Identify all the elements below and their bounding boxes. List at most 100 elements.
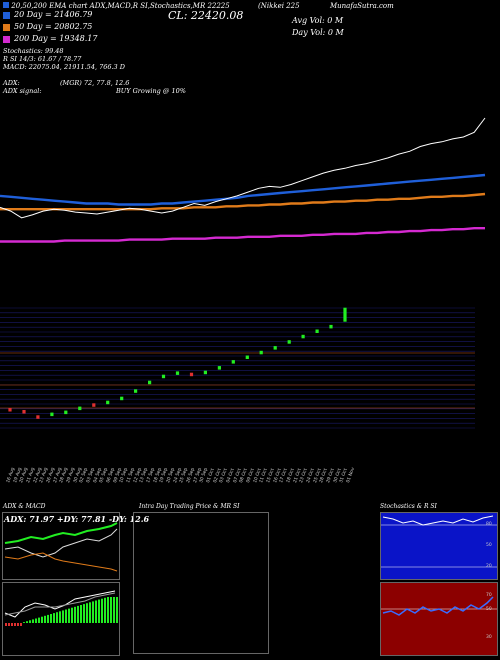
stoch-tick-50: 50: [486, 543, 492, 548]
price-candle: [315, 329, 319, 333]
avg-vol-label: Avg Vol: 0 M: [292, 16, 344, 25]
ticker-label: (Nikkei 225: [258, 2, 300, 10]
macd-bar: [62, 610, 64, 623]
price-candle: [245, 355, 249, 359]
stoch-tick-20: 20: [486, 564, 492, 569]
macd-bar: [59, 611, 61, 623]
header-title: EMA chart ADX,MACD,R SI,Stochastics,MR 2…: [49, 2, 230, 10]
macd-bar: [56, 612, 58, 623]
rsi-chart: [381, 596, 497, 616]
macd-line: [4, 590, 116, 618]
macd-bar: [83, 604, 85, 623]
price-candle: [148, 380, 152, 385]
stochastics-readout: Stochastics: 99.48: [3, 47, 64, 55]
macd-panel: [2, 582, 120, 656]
macd-histogram: [5, 597, 118, 626]
adx-label: ADX:: [3, 79, 20, 87]
price-candle: [217, 366, 221, 370]
macd-bar: [17, 623, 19, 626]
legend-label-20: 20 Day = 21406.79: [14, 10, 93, 19]
day-vol-label: Day Vol: 0 M: [292, 28, 344, 37]
header-line-1: 20,50,200 EMA chart ADX,MACD,R SI,Stocha…: [3, 2, 230, 10]
stoch-tick-80: 80: [486, 522, 492, 527]
price-candles: [8, 307, 347, 419]
adx-value: (MGR) 72, 77.8, 12.6: [60, 79, 130, 87]
ema-lines: [0, 117, 486, 243]
legend-swatch-20: [3, 12, 10, 19]
macd-bar: [41, 616, 43, 623]
price-grid: [0, 307, 475, 429]
price-candle: [189, 372, 194, 377]
macd-bar: [20, 623, 22, 626]
macd-bar: [101, 598, 103, 623]
price-candle: [64, 410, 68, 415]
intra-panel-title: Intra Day Trading Price & MR SI: [139, 503, 240, 510]
price-candle: [106, 400, 110, 405]
ema-chart: [0, 117, 486, 243]
price-candle: [301, 334, 305, 339]
ema-series-price: [0, 117, 486, 219]
macd-bar: [38, 617, 40, 623]
macd-bar: [77, 605, 79, 623]
macd-signal-line: [4, 592, 116, 616]
x-axis: 16 Aug 19 Aug 20 Aug 21 Aug 22 Aug 23 Aug 26 A…: [0, 440, 500, 500]
adx-panel-title: ADX & MACD: [3, 503, 46, 510]
adx-minus-di-line: [4, 552, 118, 572]
price-candle: [78, 406, 82, 411]
macd-bar: [113, 597, 115, 623]
legend-label-200: 200 Day = 19348.17: [14, 34, 98, 43]
header-prefix: 20,50,200: [11, 2, 47, 10]
adx-signal-value: BUY Growing @ 10%: [116, 87, 186, 95]
macd-bar: [98, 599, 100, 623]
price-candle: [273, 346, 277, 350]
adx-values-label: ADX: 71.97 +DY: 77.81 -DY: 12.6: [4, 514, 150, 524]
macd-bar: [50, 614, 52, 623]
rsi-tick-50: 50: [486, 607, 492, 612]
macd-bar: [95, 600, 97, 623]
macd-bar: [44, 615, 46, 623]
price-candle: [134, 389, 138, 393]
price-chart: [0, 307, 475, 429]
macd-bar: [110, 597, 112, 623]
price-candle: [50, 412, 54, 417]
ema20-swatch: [3, 2, 9, 8]
price-candle: [36, 415, 40, 419]
price-candle: [120, 396, 124, 401]
macd-bar: [104, 597, 106, 623]
adx-lines: [4, 522, 118, 572]
macd-bar: [116, 597, 118, 623]
macd-bar: [26, 621, 28, 623]
macd-bar: [35, 618, 37, 623]
price-candle: [175, 371, 180, 375]
price-candle: [231, 360, 235, 364]
legend-swatch-50: [3, 24, 10, 31]
macd-readout: MACD: 22075.04, 21911.54, 766.3 D: [3, 63, 125, 71]
macd-bar: [80, 605, 82, 623]
macd-bar: [71, 607, 73, 623]
macd-bar: [74, 606, 76, 623]
price-candle: [22, 410, 26, 414]
rsi-panel: 70 50 30: [380, 582, 498, 656]
macd-bar: [11, 623, 13, 626]
brand-label: MunafaSutra.com: [330, 2, 394, 10]
adx-line: [4, 528, 118, 558]
close-label: CL: 22420.08: [168, 9, 244, 22]
legend-swatch-200: [3, 36, 10, 43]
macd-bar: [47, 614, 49, 623]
adx-signal-label: ADX signal:: [3, 87, 42, 95]
stoch-chart: [381, 515, 497, 568]
rsi-readout: R SI 14/3: 61.67 / 78.77: [3, 55, 82, 63]
price-candle: [259, 350, 263, 355]
adx-plus-di-line: [4, 522, 118, 544]
macd-bar: [86, 603, 88, 623]
rsi-line: [382, 596, 494, 616]
macd-bar: [92, 601, 94, 623]
price-candle: [161, 374, 166, 379]
macd-bar: [8, 623, 10, 626]
price-candle: [343, 307, 347, 322]
rsi-tick-70: 70: [486, 593, 492, 598]
macd-bar: [89, 602, 91, 623]
price-candle: [329, 324, 333, 329]
macd-bar: [5, 623, 7, 626]
macd-bar: [29, 620, 31, 623]
